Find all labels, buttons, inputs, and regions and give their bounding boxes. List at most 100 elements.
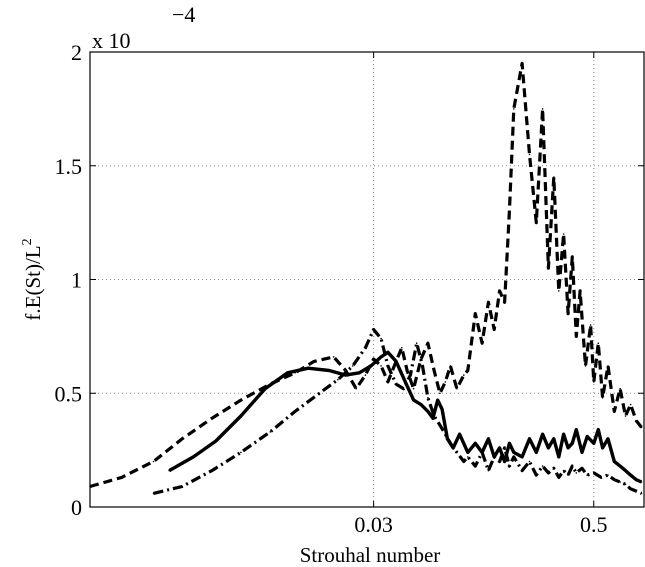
y-tick-label: 2 [71,40,82,65]
grid-lines [90,52,644,507]
series-point-dashed [562,233,565,235]
series-point-dashed [240,399,242,401]
y-tick-label: 1.5 [55,154,83,179]
series-point-dash-dot [535,474,538,476]
series-point-dashed [181,438,183,440]
series-point-dashed [584,365,587,367]
series-point-dashed [395,360,397,363]
series-point-solid [635,478,637,481]
series-point-dashed [508,210,511,213]
series-point-dash-dot [481,451,483,454]
series-point-dashed [332,356,335,358]
series-point-solid [432,417,434,420]
series-point-dashed [444,381,447,383]
series-point-solid [601,447,604,449]
series-point-solid [427,410,429,413]
series-point-solid [474,442,477,445]
series-point-dash-dot [498,460,501,463]
series-point-dashed [547,267,550,269]
series-point-dash-dot [586,474,588,476]
series-point-solid [567,447,569,449]
series-line-solid [168,350,643,484]
series-point-dashed [541,108,544,110]
series-point-dash-dot [318,392,321,395]
series-point-dashed [593,381,595,383]
series-point-solid [498,447,501,449]
series-point-dashed [406,369,408,372]
y-tick-label: 1 [71,268,82,293]
series-point-solid [597,428,600,431]
series-point-dashed [344,369,347,372]
series-point-dashed [528,153,531,156]
series-point-dash-dot [433,415,435,417]
x-tick-label: 0.03 [354,512,393,537]
series-point-dash-dot [352,365,354,367]
series-point-dash-dot [467,456,469,458]
series-point-dash-dot [607,474,609,476]
series-point-solid [640,481,643,483]
y-tick-label: 0 [71,495,82,520]
series-point-dash-dot [181,485,183,488]
series-point-dashed [607,365,609,367]
series-point-dash-dot [439,424,441,426]
y-axis-label-group: f.E(St)/L2 [20,238,45,320]
series-point-dashed [387,381,389,383]
series-point-dashed [449,365,452,367]
series-point-dashed [481,342,483,345]
series-point-solid [328,369,331,372]
series-point-solid [593,442,595,445]
series-point-dashed [498,290,501,292]
series-point-dash-dot [387,365,389,367]
series-point-dashed [521,62,523,65]
series-point-solid [436,399,439,401]
series-point-dash-dot [553,467,555,470]
series-point-dash-dot [547,472,550,474]
series-point-solid [168,469,170,472]
series-point-dash-dot [581,467,583,470]
series-point-dash-dot [624,483,627,486]
series-point-dashed [120,476,123,479]
series-point-solid [535,451,538,454]
series-point-dashed [624,415,627,417]
series-point-solid [508,442,511,445]
series-point-dashed [152,460,155,463]
series-point-solid [192,456,195,458]
series-point-dashed [629,403,632,406]
series-point-solid [613,460,616,463]
series-point-solid [513,451,515,454]
series-point-solid [467,451,469,454]
series-point-dashed [579,290,581,292]
series-point-dashed [439,392,441,395]
series-point-solid [240,415,242,417]
series-point-dash-dot [415,342,418,345]
series-point-dash-dot [541,465,544,467]
series-point-dash-dot [493,456,496,458]
series-point-dash-dot [593,472,595,474]
series-point-dash-dot [613,478,616,481]
series-point-dashed [553,176,555,178]
series-point-dash-dot [558,476,560,479]
series-point-dash-dot [372,328,375,331]
series-point-dashed [269,383,272,385]
series-point-dash-dot [337,378,339,381]
series-line-dashed [89,61,643,489]
series-point-solid [575,428,578,431]
series-point-dash-dot [444,433,447,436]
series-point-dashed [313,360,315,363]
series-point-solid [521,456,523,458]
axis-ticks: 0 0.5 1 1.5 2 0.03 0.5 [55,40,644,537]
series-point-dashed [427,342,429,345]
series-point-dash-dot [395,383,397,385]
series-point-solid [624,469,627,472]
series-point-dashed [493,328,496,331]
series-line-dash-dot [153,327,643,495]
series-point-dashed [412,387,415,390]
series-point-dashed [635,419,637,422]
series-point-dash-dot [503,447,506,449]
series-point-dashed [380,365,382,367]
series-point-dash-dot [449,442,452,445]
series-point-solid [307,367,310,370]
series-point-dashed [474,312,477,315]
series-point-dashed [456,387,458,390]
series-point-solid [571,442,574,445]
